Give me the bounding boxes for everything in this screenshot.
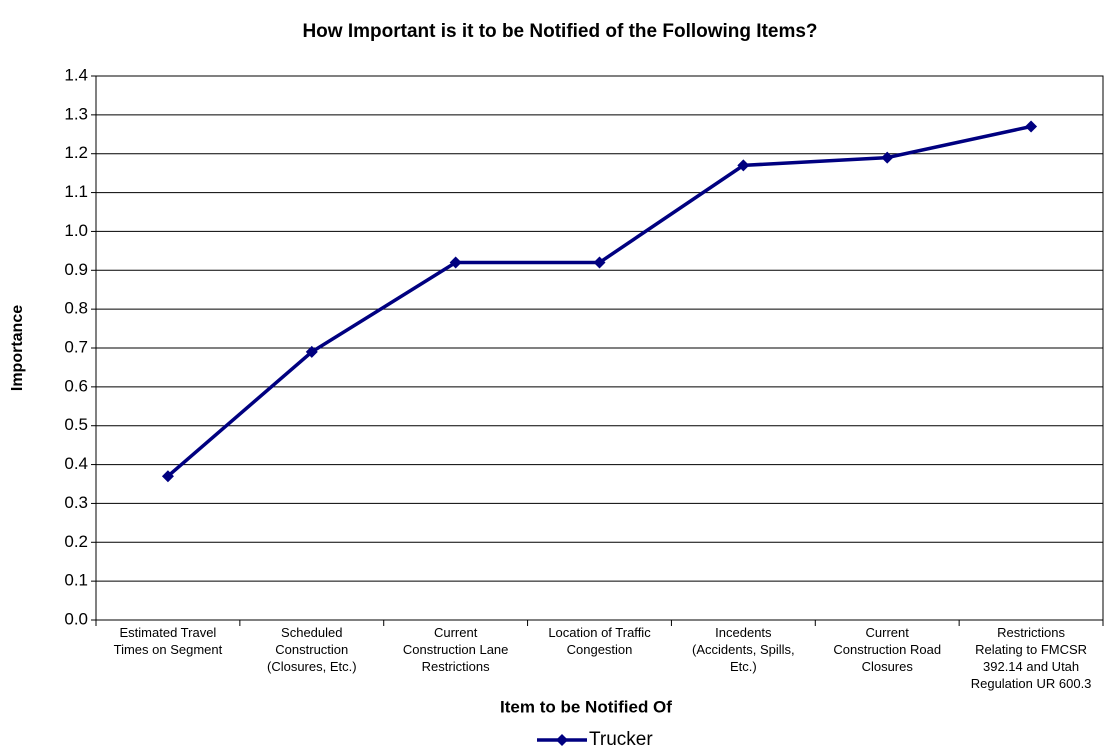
y-tick-label: 1.3 — [64, 104, 88, 123]
y-axis-title: Importance — [9, 305, 26, 391]
point-marker — [737, 159, 750, 172]
y-tick-label: 1.4 — [64, 65, 88, 84]
point-marker — [593, 256, 606, 269]
y-tick-label: 0.0 — [64, 609, 88, 628]
legend-marker — [556, 734, 568, 746]
y-tick-label: 0.4 — [64, 454, 88, 473]
y-tick-label: 0.1 — [64, 571, 88, 590]
y-tick-label: 0.3 — [64, 493, 88, 512]
y-tick-label: 0.2 — [64, 532, 88, 551]
y-tick-label: 0.5 — [64, 415, 88, 434]
chart-title: How Important is it to be Notified of th… — [302, 21, 817, 42]
point-marker — [881, 151, 894, 164]
point-marker — [449, 256, 462, 269]
x-tick-label: Restrictions Relating to FMCSR 392.14 and … — [971, 625, 1092, 691]
y-tick-label: 0.7 — [64, 337, 88, 356]
y-tick-label: 0.8 — [64, 299, 88, 318]
x-tick-label: Location of Traffic Congestion — [548, 625, 651, 657]
point-marker — [161, 470, 174, 483]
y-tick-label: 0.9 — [64, 260, 88, 279]
y-tick-label: 1.2 — [64, 143, 88, 162]
y-tick-label: 0.6 — [64, 376, 88, 395]
x-tick-label: Current Construction Lane Restrictions — [403, 625, 509, 674]
y-tick-label: 1.1 — [64, 182, 88, 201]
x-tick-label: Scheduled Construction (Closures, Etc.) — [267, 625, 357, 674]
series-line — [166, 124, 1032, 478]
x-tick-label: Current Construction Road Closures — [833, 625, 941, 674]
x-tick-label: Estimated Travel Times on Segment — [114, 625, 223, 657]
plot-border — [95, 75, 1104, 621]
y-tick-label: 1.0 — [64, 221, 88, 240]
point-marker — [305, 345, 318, 358]
x-axis-title: Item to be Notified Of — [500, 697, 672, 716]
point-marker — [1025, 120, 1038, 133]
x-tick-label: Incedents (Accidents, Spills, Etc.) — [692, 625, 795, 674]
legend-label: Trucker — [589, 729, 653, 750]
